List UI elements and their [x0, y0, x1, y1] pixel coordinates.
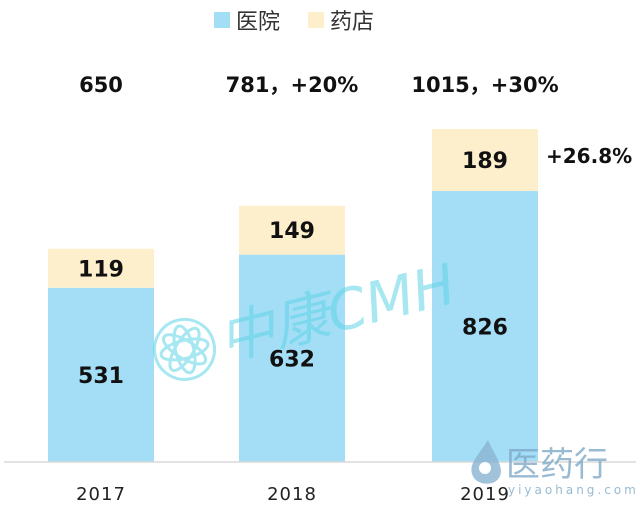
data-label-hospital-2017: 531 — [78, 364, 124, 389]
data-label-hospital-2018: 632 — [269, 347, 315, 372]
legend-swatch-pharmacy — [308, 12, 324, 28]
corner-watermark-text: 医药行 — [506, 445, 608, 485]
data-label-pharmacy-2017: 119 — [78, 257, 124, 282]
x-tick-2019: 2019 — [460, 484, 510, 505]
legend: 医院 药店 — [214, 10, 374, 35]
legend-swatch-hospital — [214, 12, 230, 28]
data-label-pharmacy-2019: 189 — [462, 149, 508, 174]
total-label-2017: 650 — [79, 73, 123, 97]
bar-pharmacy-2019 — [432, 129, 538, 192]
data-label-hospital-2019: 826 — [462, 316, 508, 341]
data-label-pharmacy-2018: 149 — [269, 219, 315, 244]
x-tick-labels: 2017 2018 2019 — [76, 484, 510, 505]
bar-pharmacy-2018 — [239, 205, 345, 255]
x-tick-2017: 2017 — [76, 484, 126, 505]
x-tick-2018: 2018 — [267, 484, 317, 505]
bar-pharmacy-2017 — [48, 248, 154, 288]
bar-hospital-2019 — [432, 191, 538, 462]
bars-group: 531 119 632 149 826 189 — [48, 129, 538, 462]
legend-label-pharmacy: 药店 — [330, 10, 374, 35]
bar-hospital-2017 — [48, 287, 154, 462]
growth-annotation: +26.8% — [546, 144, 632, 168]
total-label-2019: 1015，+30% — [411, 73, 558, 97]
corner-watermark: 医药行 yiyaohang.com — [471, 440, 639, 497]
drop-logo-icon — [471, 440, 501, 484]
total-label-2018: 781，+20% — [226, 73, 359, 97]
flower-logo-icon — [153, 317, 217, 381]
bar-hospital-2018 — [239, 254, 345, 462]
corner-watermark-url: yiyaohang.com — [508, 483, 639, 497]
legend-label-hospital: 医院 — [236, 10, 280, 35]
